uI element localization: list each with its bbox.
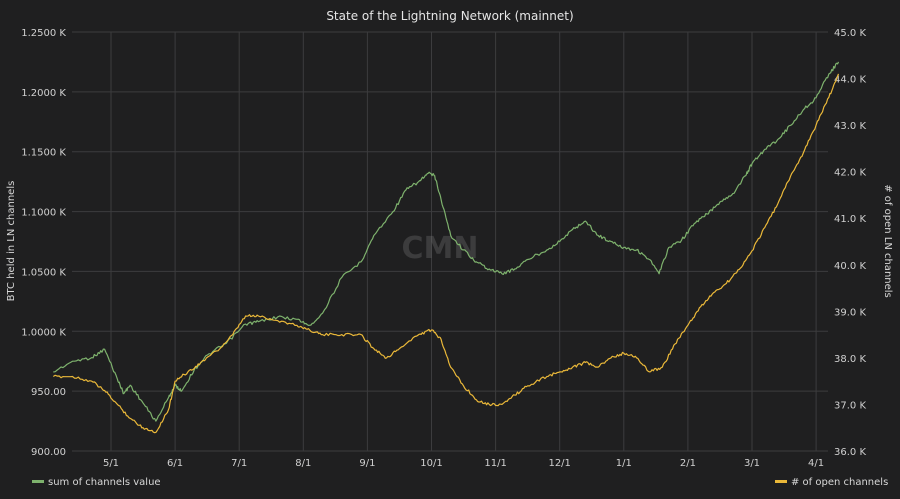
right-tick-label: 45.0 K bbox=[834, 28, 866, 39]
left-tick-label: 1.2000 K bbox=[21, 88, 66, 99]
left-tick-label: 1.0000 K bbox=[21, 327, 66, 338]
x-axis-ticks: 5/1 6/1 7/1 8/1 9/1 10/1 11/1 12/1 1/1 2/1 3/1 4/1 bbox=[103, 458, 824, 469]
x-tick-label: 8/1 bbox=[295, 458, 311, 469]
x-tick-label: 10/1 bbox=[420, 458, 442, 469]
left-axis-ticks: 900.00 950.00 1.0000 K 1.0500 K 1.1000 K 1.15… bbox=[21, 28, 66, 458]
chart-title: State of the Lightning Network (mainnet) bbox=[326, 9, 573, 23]
legend-swatch-orange bbox=[775, 480, 787, 483]
x-tick-label: 11/1 bbox=[484, 458, 506, 469]
series-layer bbox=[52, 61, 840, 434]
x-tick-label: 3/1 bbox=[744, 458, 760, 469]
legend-swatch-green bbox=[32, 480, 44, 483]
right-tick-label: 41.0 K bbox=[834, 214, 866, 225]
left-tick-label: 1.0500 K bbox=[21, 267, 66, 278]
legend-item-green[interactable]: sum of channels value bbox=[32, 477, 161, 488]
left-axis-label: BTC held in LN channels bbox=[6, 181, 17, 302]
right-tick-label: 37.0 K bbox=[834, 400, 866, 411]
grid bbox=[72, 31, 828, 452]
x-tick-label: 4/1 bbox=[808, 458, 824, 469]
left-tick-label: 900.00 bbox=[31, 447, 66, 458]
series-line-open-channels bbox=[52, 73, 840, 434]
legend-label-green: sum of channels value bbox=[48, 477, 161, 488]
x-tick-label: 12/1 bbox=[548, 458, 570, 469]
x-tick-label: 5/1 bbox=[103, 458, 119, 469]
x-tick-label: 9/1 bbox=[359, 458, 375, 469]
right-tick-label: 36.0 K bbox=[834, 447, 866, 458]
right-tick-label: 39.0 K bbox=[834, 307, 866, 318]
right-tick-label: 38.0 K bbox=[834, 354, 866, 365]
right-axis-label: # of open LN channels bbox=[882, 184, 893, 298]
left-tick-label: 1.1000 K bbox=[21, 208, 66, 219]
watermark-logo: CMN bbox=[402, 231, 479, 266]
right-tick-label: 43.0 K bbox=[834, 121, 866, 132]
right-tick-label: 42.0 K bbox=[834, 168, 866, 179]
left-tick-label: 950.00 bbox=[31, 387, 66, 398]
series-line-channels-value bbox=[53, 61, 840, 422]
legend-item-orange[interactable]: # of open channels bbox=[775, 477, 888, 488]
x-tick-label: 7/1 bbox=[231, 458, 247, 469]
right-tick-label: 44.0 K bbox=[834, 75, 866, 86]
x-tick-label: 6/1 bbox=[167, 458, 183, 469]
right-axis-ticks: 36.0 K 37.0 K 38.0 K 39.0 K 40.0 K 41.0 K 42.0… bbox=[834, 28, 866, 458]
x-tick-label: 1/1 bbox=[616, 458, 632, 469]
x-tick-label: 2/1 bbox=[680, 458, 696, 469]
legend-label-orange: # of open channels bbox=[791, 477, 888, 488]
left-tick-label: 1.1500 K bbox=[21, 148, 66, 159]
right-tick-label: 40.0 K bbox=[834, 261, 866, 272]
left-tick-label: 1.2500 K bbox=[21, 28, 66, 39]
